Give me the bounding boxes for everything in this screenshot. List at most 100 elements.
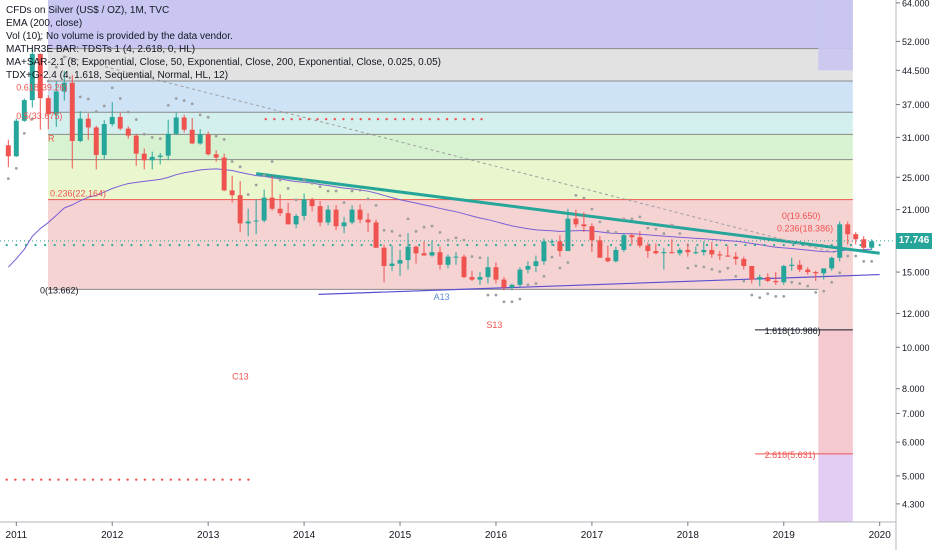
sar-dot <box>438 230 442 234</box>
sar-dot <box>142 132 146 136</box>
sar-dot <box>246 193 250 196</box>
sar-dot <box>598 220 602 224</box>
candle-body <box>485 267 491 278</box>
support-dot <box>437 243 440 247</box>
resistance-dot <box>195 478 198 481</box>
sar-dot <box>814 291 818 294</box>
support-dot <box>849 243 853 247</box>
sar-dot <box>30 117 34 121</box>
sar-dot <box>110 86 114 90</box>
sar-dot <box>846 254 850 258</box>
candle-body <box>461 256 467 278</box>
x-tick-label: 2011 <box>6 530 28 541</box>
resistance-dot <box>359 117 362 121</box>
candle-body <box>349 209 355 223</box>
support-dot <box>408 243 411 247</box>
sar-dot <box>518 297 522 301</box>
resistance-dot <box>419 117 423 121</box>
support-dot <box>264 243 267 247</box>
sar-dot <box>326 189 330 193</box>
sar-dot <box>638 215 642 219</box>
sar-dot <box>534 282 538 285</box>
resistance-dot <box>186 478 190 481</box>
candle-body <box>365 219 371 223</box>
candle-body <box>773 280 779 283</box>
resistance-dot <box>178 478 181 481</box>
support-dot <box>446 243 450 247</box>
sar-dot <box>822 289 826 293</box>
sar-dot <box>782 294 786 298</box>
fib-label: 0.236(18.386) <box>777 223 833 233</box>
support-dot <box>619 243 622 247</box>
support-dot <box>255 243 258 247</box>
support-dot <box>609 243 613 247</box>
resistance-dot <box>342 117 345 121</box>
candle-body <box>581 224 587 227</box>
sar-dot <box>406 217 410 221</box>
candle-body <box>125 128 131 136</box>
candle-body <box>189 129 195 144</box>
support-dot <box>178 243 181 247</box>
sar-dot <box>510 300 514 304</box>
candle-body <box>53 91 59 115</box>
support-dot <box>235 243 239 247</box>
support-dot <box>139 243 143 247</box>
fib-band-1 <box>47 48 853 82</box>
resistance-dot <box>307 117 311 121</box>
candle-body <box>373 222 379 248</box>
support-dot <box>111 243 114 247</box>
support-dot <box>207 243 210 247</box>
sar-dot <box>158 137 162 141</box>
sar-dot <box>470 255 474 258</box>
annotation-label: A13 <box>434 292 450 302</box>
candle-body <box>805 269 811 273</box>
resistance-dot <box>368 117 371 121</box>
support-dot <box>370 243 373 247</box>
y-tick-label: 44.500 <box>902 66 930 76</box>
support-dot <box>283 243 287 247</box>
candle-body <box>589 226 595 241</box>
resistance-dot <box>437 117 440 121</box>
sar-dot <box>806 284 810 288</box>
candle-body <box>293 215 299 225</box>
sar-dot <box>630 217 634 221</box>
support-dot <box>274 243 277 247</box>
fib-band-6 <box>47 199 853 290</box>
support-dot <box>782 243 785 247</box>
support-dot <box>485 243 488 247</box>
annotation-label: R <box>48 134 55 144</box>
candle-body <box>709 249 715 255</box>
candle-body <box>533 261 539 266</box>
candle-body <box>789 264 795 266</box>
resistance-dot <box>316 117 319 121</box>
sar-dot <box>422 225 426 229</box>
fib-band-5 <box>47 159 853 200</box>
support-dot <box>667 243 670 247</box>
support-dot <box>753 243 757 247</box>
sar-dot <box>766 292 770 296</box>
fib-band-4 <box>47 134 853 160</box>
candle-body <box>429 252 435 256</box>
candle-body <box>389 263 395 266</box>
sar-dot <box>830 280 834 284</box>
sar-dot <box>798 282 802 285</box>
sar-dot <box>854 254 858 258</box>
support-dot <box>15 243 18 247</box>
sar-dot <box>446 238 450 242</box>
fib-label: 1.618(10.986) <box>765 326 821 336</box>
fib-label: 0.618(39.26) <box>16 83 67 93</box>
candle-body <box>629 235 635 238</box>
sar-dot <box>390 229 394 233</box>
y-tick-label: 37.000 <box>902 100 930 110</box>
candle-body <box>845 224 851 235</box>
candle-body <box>445 256 451 265</box>
fib-label: 2.618(5.631) <box>765 450 816 460</box>
y-tick-label: 15.000 <box>902 268 930 278</box>
candle-body <box>237 195 243 224</box>
candle-body <box>61 82 67 92</box>
support-dot <box>72 243 75 247</box>
sar-dot <box>702 265 706 269</box>
candle-body <box>181 117 187 130</box>
